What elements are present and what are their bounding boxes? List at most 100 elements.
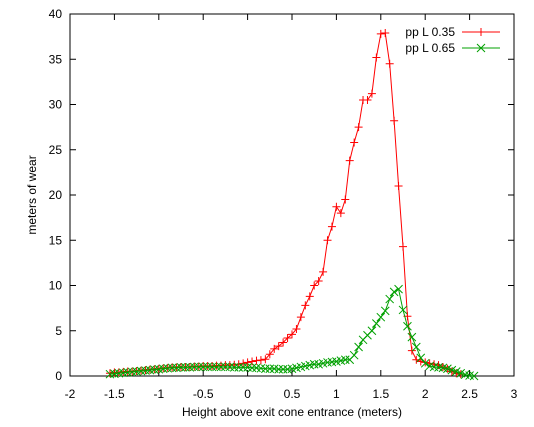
data-point — [385, 59, 394, 68]
y-tick-label: 25 — [49, 143, 63, 157]
data-point — [363, 95, 372, 104]
data-point — [238, 363, 248, 372]
plot-frame — [69, 13, 515, 377]
x-tick-label: -1 — [153, 387, 164, 401]
data-point — [319, 267, 328, 276]
y-tick-label: 0 — [55, 369, 62, 383]
data-point — [261, 364, 270, 374]
legend-marker — [477, 28, 485, 36]
data-point — [327, 222, 336, 231]
data-point — [274, 364, 284, 374]
data-point — [296, 313, 305, 322]
y-tick-label: 15 — [49, 233, 63, 247]
data-point — [372, 319, 381, 328]
data-point — [376, 312, 386, 322]
data-point — [279, 338, 288, 347]
data-point — [305, 292, 314, 301]
data-point — [469, 371, 479, 381]
x-tick-label: 1.5 — [372, 387, 389, 401]
data-point — [416, 353, 426, 363]
data-point — [216, 362, 226, 372]
data-point — [314, 276, 323, 285]
data-point — [394, 181, 403, 190]
data-point — [176, 363, 186, 372]
series-2 — [105, 284, 479, 381]
data-point — [372, 53, 381, 62]
legend-entry-2: pp L 0.65 — [405, 41, 500, 55]
data-point — [399, 242, 407, 251]
data-point — [274, 342, 283, 351]
y-tick-label: 35 — [49, 52, 63, 66]
data-point — [350, 138, 359, 147]
data-point — [451, 367, 461, 376]
x-tick-label: -2 — [65, 387, 76, 401]
data-point — [323, 236, 332, 245]
x-axis-label: Height above exit cone entrance (meters) — [182, 405, 402, 419]
data-point — [261, 355, 270, 364]
data-point — [181, 363, 190, 372]
series-layer — [105, 29, 479, 381]
y-tick-label: 40 — [49, 7, 63, 21]
legend-entry-1: pp L 0.35 — [405, 25, 500, 39]
x-tick-label: 1 — [333, 387, 340, 401]
data-point — [345, 156, 354, 165]
data-point — [243, 358, 252, 367]
data-point — [389, 287, 399, 297]
data-point — [349, 350, 359, 360]
data-point — [394, 284, 403, 294]
data-point — [452, 369, 461, 378]
data-point — [234, 363, 244, 372]
data-point — [380, 306, 390, 316]
data-point — [420, 358, 430, 368]
data-point — [247, 363, 257, 373]
data-point — [354, 342, 363, 352]
x-tick-label: 3 — [511, 387, 518, 401]
data-point — [301, 301, 310, 310]
y-tick-labels: 0 5 10 15 20 25 30 35 40 — [49, 7, 63, 383]
data-point — [407, 346, 416, 355]
x-tick-labels: -2 -1.5 -1 -0.5 0 0.5 1 1.5 2 2.5 3 — [65, 387, 518, 401]
data-point — [390, 116, 399, 125]
legend: pp L 0.35 pp L 0.65 — [405, 25, 500, 55]
data-point — [265, 350, 274, 359]
data-point — [376, 29, 385, 38]
data-point — [288, 330, 296, 339]
data-point — [309, 359, 319, 369]
data-point — [381, 29, 390, 38]
legend-label: pp L 0.35 — [405, 25, 455, 39]
data-point — [411, 342, 421, 352]
data-point — [341, 195, 350, 204]
y-tick-label: 30 — [49, 98, 63, 112]
data-point — [105, 369, 114, 378]
y-tick-label: 20 — [49, 188, 63, 202]
data-point — [447, 367, 456, 376]
data-point — [194, 362, 204, 372]
data-point — [385, 294, 395, 304]
data-point — [367, 89, 376, 98]
data-point — [221, 362, 230, 372]
series-1 — [105, 29, 465, 379]
axis-ticks — [69, 13, 515, 377]
data-point — [354, 123, 363, 132]
data-point — [212, 362, 221, 372]
data-point — [336, 209, 345, 218]
data-point — [198, 362, 208, 372]
x-tick-label: 2.5 — [461, 387, 478, 401]
legend-marker — [476, 43, 486, 53]
data-point — [403, 321, 412, 331]
data-point — [292, 324, 301, 333]
data-point — [207, 362, 217, 372]
x-tick-label: 2 — [422, 387, 429, 401]
x-tick-label: -0.5 — [193, 387, 214, 401]
data-point — [340, 355, 350, 365]
data-point — [283, 333, 292, 342]
x-tick-label: 0.5 — [284, 387, 301, 401]
y-axis-label: meters of wear — [25, 155, 39, 234]
legend-label: pp L 0.65 — [405, 41, 455, 55]
data-point — [256, 356, 265, 365]
y-tick-label: 5 — [55, 324, 62, 338]
data-point — [310, 281, 319, 290]
data-point — [278, 364, 288, 374]
x-tick-label: -1.5 — [104, 387, 125, 401]
